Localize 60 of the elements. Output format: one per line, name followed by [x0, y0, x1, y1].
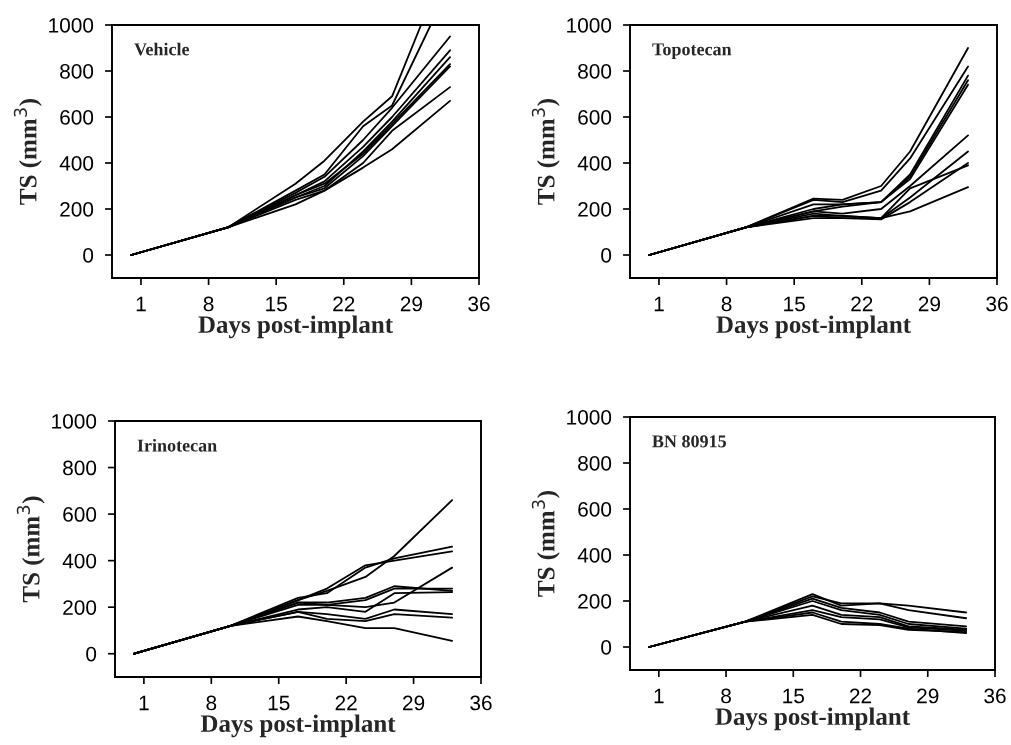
text: Topotecan	[652, 43, 732, 60]
y-tick-label: 0	[86, 646, 97, 662]
y-tick-label: 1000	[52, 414, 97, 429]
x-tick-label: 36	[470, 695, 492, 711]
text: Vehicle	[134, 42, 190, 56]
y-tick-label: 1000	[567, 410, 612, 425]
text: Irinotecan	[137, 438, 217, 452]
y-tick-label: 600	[63, 507, 97, 522]
x-tick-label: 29	[403, 695, 425, 711]
x-axis-title: Days post-implant	[715, 707, 910, 731]
y-tick-label: 800	[63, 460, 97, 476]
y-tick-label: 200	[578, 594, 612, 609]
x-tick-label: 29	[918, 296, 940, 312]
x-tick-label: 1	[136, 296, 146, 312]
y-tick-label: 200	[578, 202, 612, 217]
y-axis-title: TS (mm$^{3}$)	[531, 491, 560, 597]
y-tick-label: 400	[59, 156, 94, 171]
y-tick-label: 800	[60, 64, 94, 79]
y-tick-label: 200	[63, 600, 97, 615]
x-tick-label: 22	[851, 296, 873, 312]
x-tick-label: 22	[333, 296, 355, 312]
y-tick-label: 400	[62, 553, 97, 569]
y-axis-title: TS (mm$^{3}$)	[16, 496, 45, 603]
y-tick-label: 600	[60, 110, 94, 125]
x-axis-title: Days post-implant	[716, 315, 911, 339]
x-tick-label: 1	[654, 296, 664, 312]
y-tick-label: 0	[601, 248, 612, 263]
y-tick-label: 0	[601, 640, 612, 655]
x-axis-title: Days post-implant	[200, 714, 396, 738]
y-tick-label: 1000	[567, 18, 612, 33]
y-tick-label: 400	[577, 156, 612, 171]
x-tick-label: 15	[266, 296, 287, 312]
x-tick-label: 15	[268, 695, 290, 711]
x-tick-label: 36	[986, 296, 1008, 312]
x-axis-title: Days post-implant	[198, 315, 393, 339]
y-tick-label: 200	[60, 202, 94, 217]
x-tick-label: 8	[721, 296, 732, 312]
y-axis-title: TS (mm$^{3}$)	[531, 99, 560, 205]
x-tick-label: 8	[203, 296, 214, 312]
y-tick-label: 800	[578, 64, 612, 79]
x-tick-label: 22	[849, 688, 872, 704]
x-tick-label: 36	[984, 688, 1006, 704]
y-tick-label: 800	[578, 456, 612, 471]
x-tick-label: 8	[721, 688, 731, 704]
y-tick-label: 400	[577, 548, 612, 563]
x-tick-label: 22	[335, 695, 357, 711]
x-tick-label: 8	[206, 695, 217, 711]
text: BN 80915	[652, 435, 726, 448]
x-tick-label: 1	[654, 688, 664, 704]
x-tick-label: 15	[783, 688, 804, 704]
y-tick-label: 1000	[49, 18, 94, 33]
x-tick-label: 1	[139, 695, 149, 711]
y-tick-label: 600	[578, 110, 612, 125]
y-tick-label: 600	[578, 502, 612, 517]
y-tick-label: 0	[83, 248, 94, 263]
y-axis-title: TS (mm$^{3}$)	[13, 99, 42, 205]
x-tick-label: 29	[400, 296, 422, 312]
x-tick-label: 29	[917, 688, 939, 704]
x-tick-label: 15	[784, 296, 805, 312]
x-tick-label: 36	[468, 296, 490, 312]
